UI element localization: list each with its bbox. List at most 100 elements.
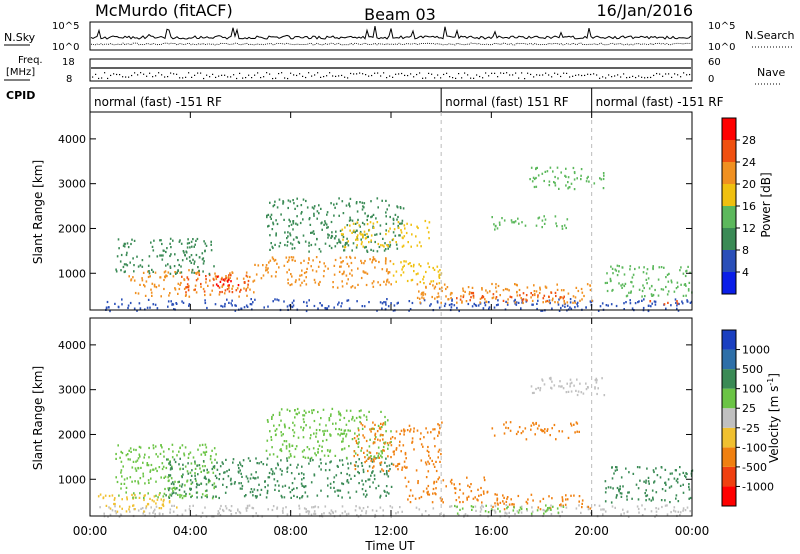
scatter-cell	[550, 504, 552, 507]
scatter-cell	[415, 273, 418, 276]
scatter-cell	[348, 474, 351, 477]
scatter-cell	[178, 463, 180, 466]
scatter-cell	[499, 294, 501, 297]
scatter-cell	[327, 267, 329, 270]
power-panel-frame	[89, 111, 693, 311]
scatter-cell	[538, 424, 540, 427]
scatter-cell	[149, 497, 151, 500]
scatter-cell	[171, 456, 174, 459]
scatter-cell	[657, 294, 660, 297]
scatter-cell	[237, 464, 239, 467]
scatter-cell	[575, 389, 577, 392]
scatter-cell	[187, 456, 190, 459]
scatter-cell	[165, 250, 167, 254]
scatter-cell	[252, 476, 255, 479]
scatter-cell	[137, 292, 140, 295]
scatter-cell	[406, 279, 409, 283]
scatter-cell	[543, 431, 546, 434]
scatter-cell	[594, 504, 596, 507]
scatter-cell	[354, 509, 357, 512]
scatter-cell	[195, 279, 198, 282]
scatter-cell	[366, 223, 369, 226]
scatter-cell	[344, 510, 346, 513]
scatter-cell	[690, 472, 693, 475]
scatter-cell	[612, 487, 614, 490]
scatter-cell	[137, 457, 140, 460]
scatter-cell	[384, 415, 386, 419]
scatter-cell	[620, 476, 623, 479]
scatter-cell	[541, 378, 543, 381]
scatter-cell	[512, 509, 515, 512]
scatter-cell	[561, 227, 564, 230]
scatter-cell	[344, 243, 346, 246]
scatter-cell	[472, 291, 475, 295]
scatter-cell	[343, 270, 345, 273]
scatter-cell	[536, 166, 538, 169]
scatter-cell	[491, 282, 493, 286]
scatter-cell	[682, 483, 684, 486]
nave-dot	[689, 73, 691, 76]
scatter-cell	[167, 271, 170, 274]
scatter-cell	[541, 219, 544, 222]
scatter-cell	[154, 271, 157, 274]
scatter-cell	[353, 437, 356, 440]
scatter-cell	[562, 505, 565, 508]
scatter-cell	[290, 496, 292, 499]
scatter-cell	[651, 302, 653, 305]
scatter-cell	[382, 509, 384, 512]
scatter-cell	[428, 493, 431, 496]
scatter-cell	[648, 304, 650, 307]
scatter-cell	[274, 243, 276, 246]
scatter-cell	[325, 424, 327, 427]
scatter-cell	[195, 272, 197, 275]
scatter-cell	[384, 260, 387, 263]
scatter-cell	[514, 283, 516, 286]
scatter-cell	[453, 304, 456, 307]
scatter-cell	[376, 452, 378, 455]
nave-dot	[125, 76, 127, 78]
scatter-cell	[551, 380, 553, 383]
scatter-cell	[246, 305, 249, 308]
scatter-cell	[303, 485, 305, 488]
scatter-cell	[365, 459, 368, 462]
scatter-cell	[291, 301, 294, 304]
scatter-cell	[330, 413, 332, 416]
scatter-cell	[193, 271, 195, 274]
scatter-cell	[459, 508, 461, 511]
scatter-cell	[211, 449, 213, 452]
scatter-cell	[287, 231, 289, 234]
scatter-cell	[531, 299, 534, 302]
nave-dot	[374, 72, 376, 74]
scatter-cell	[296, 466, 298, 469]
scatter-cell	[559, 380, 561, 383]
scatter-cell	[163, 498, 165, 501]
scatter-cell	[180, 494, 183, 497]
scatter-cell	[305, 508, 307, 511]
scatter-cell	[132, 504, 135, 507]
scatter-cell	[374, 434, 376, 437]
scatter-cell	[223, 279, 226, 282]
scatter-cell	[355, 229, 358, 232]
scatter-cell	[360, 233, 362, 236]
scatter-cell	[280, 449, 283, 453]
scatter-cell	[247, 457, 250, 460]
scatter-cell	[450, 291, 452, 295]
scatter-cell	[522, 292, 525, 295]
colorbar-tick-label: -1000	[742, 480, 774, 493]
scatter-cell	[302, 436, 305, 439]
scatter-cell	[300, 261, 302, 265]
scatter-cell	[294, 280, 297, 284]
scatter-cell	[666, 273, 669, 276]
scatter-cell	[386, 279, 388, 282]
scatter-cell	[367, 214, 369, 217]
scatter-cell	[665, 276, 667, 279]
colorbar-swatch	[722, 369, 736, 389]
scatter-cell	[550, 508, 552, 511]
scatter-cell	[99, 506, 101, 509]
scatter-cell	[273, 478, 276, 481]
scatter-cell	[651, 489, 654, 492]
scatter-cell	[641, 504, 643, 507]
scatter-cell	[308, 250, 310, 253]
scatter-cell	[443, 304, 446, 308]
scatter-cell	[102, 497, 105, 500]
